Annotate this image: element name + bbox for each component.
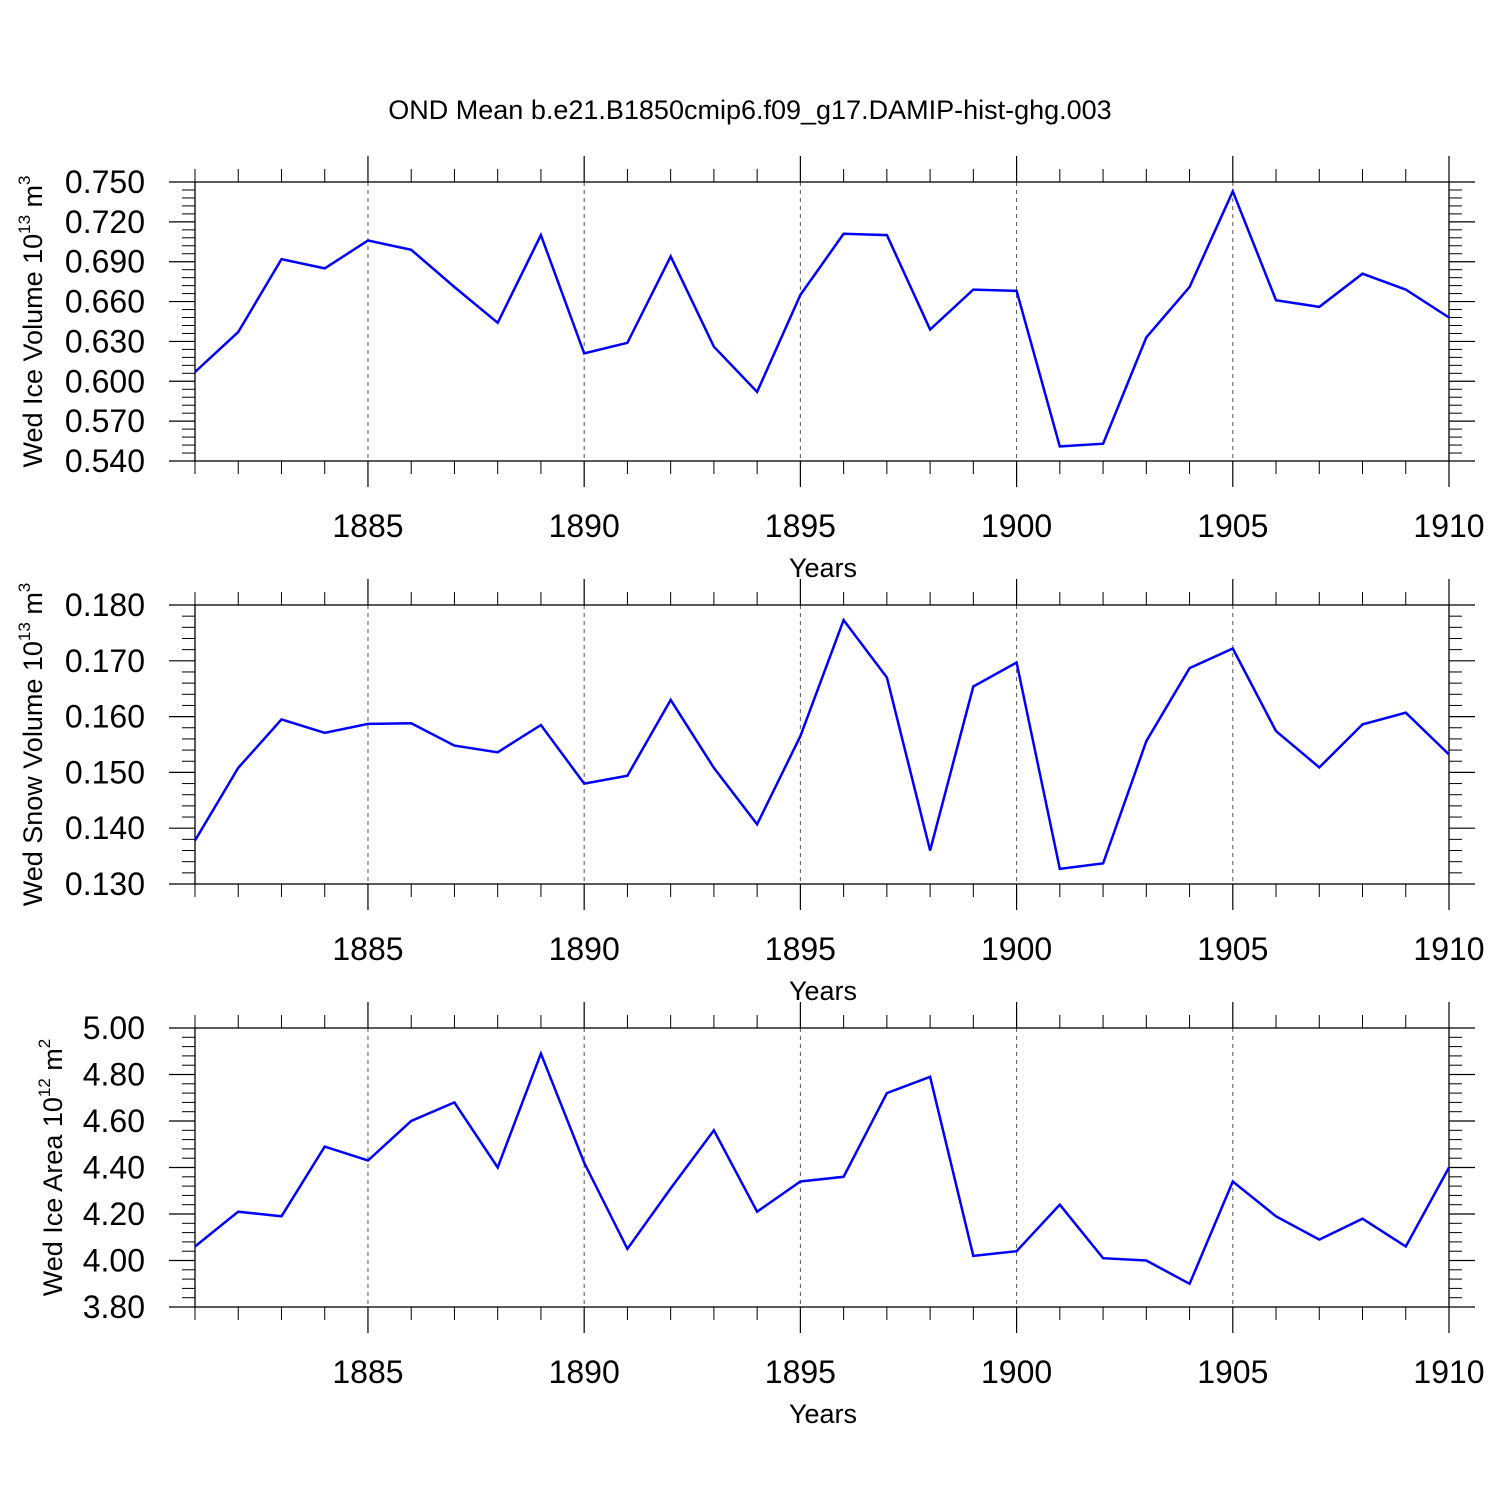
y-tick-label: 0.660 <box>65 284 145 320</box>
y-tick-label: 5.00 <box>83 1010 145 1046</box>
y-axis-label: Wed Snow Volume 1013 m3 <box>15 583 48 907</box>
x-tick-label: 1895 <box>765 931 836 967</box>
series-line <box>193 617 1450 871</box>
x-tick-label: 1905 <box>1197 931 1268 967</box>
y-tick-label: 3.80 <box>83 1289 145 1325</box>
y-tick-label: 4.80 <box>83 1057 145 1093</box>
y-tick-label: 0.600 <box>65 363 145 399</box>
y-tick-label: 0.180 <box>65 587 145 623</box>
x-tick-label: 1905 <box>1197 1354 1268 1390</box>
x-tick-label: 1910 <box>1413 931 1484 967</box>
series-line <box>194 188 1450 448</box>
x-axis-label: Years <box>789 553 857 583</box>
y-tick-label: 0.750 <box>65 164 145 200</box>
y-tick-label: 0.570 <box>65 403 145 439</box>
chart-panel-2: 0.130 0.140 0.150 0.160 0.170 0.180 1885 1890 18… <box>15 579 1485 1006</box>
y-tick-label: 0.170 <box>65 643 145 679</box>
y-tick-label: 4.20 <box>83 1196 145 1232</box>
x-axis-label: Years <box>789 976 857 1006</box>
y-axis-label: Wed Ice Area 1012 m2 <box>35 1039 68 1297</box>
y-tick-label: 0.150 <box>65 754 145 790</box>
y-tick-label: 0.690 <box>65 244 145 280</box>
x-tick-label: 1905 <box>1197 508 1268 544</box>
plot-frame <box>194 1027 1450 1308</box>
chart-panel-3: 3.80 4.00 4.20 4.40 4.60 4.80 5.00 1885 1890 1895… <box>35 1002 1485 1429</box>
x-tick-label: 1890 <box>549 508 620 544</box>
y-tick-label: 0.160 <box>65 699 145 735</box>
x-tick-label: 1910 <box>1413 508 1484 544</box>
y-tick-label: 4.60 <box>83 1103 145 1139</box>
x-tick-label: 1895 <box>765 508 836 544</box>
x-tick-label: 1900 <box>981 931 1052 967</box>
x-axis-label: Years <box>789 1399 857 1429</box>
y-tick-label: 4.40 <box>83 1150 145 1186</box>
y-axis-label: Wed Ice Volume 1013 m3 <box>15 175 48 467</box>
plot-frame <box>194 181 1450 462</box>
x-tick-label: 1895 <box>765 1354 836 1390</box>
x-tick-label: 1910 <box>1413 1354 1484 1390</box>
x-tick-label: 1885 <box>332 931 403 967</box>
x-tick-label: 1885 <box>332 508 403 544</box>
x-tick-label: 1885 <box>332 1354 403 1390</box>
x-tick-label: 1900 <box>981 1354 1052 1390</box>
y-tick-label: 0.130 <box>65 866 145 902</box>
y-tick-label: 0.720 <box>65 204 145 240</box>
y-tick-label: 0.140 <box>65 810 145 846</box>
series-line <box>194 1050 1451 1286</box>
plot-frame <box>194 604 1450 885</box>
x-tick-label: 1900 <box>981 508 1052 544</box>
y-tick-label: 0.630 <box>65 323 145 359</box>
x-tick-label: 1890 <box>549 1354 620 1390</box>
chart-title: OND Mean b.e21.B1850cmip6.f09_g17.DAMIP-… <box>388 95 1111 125</box>
y-tick-label: 4.00 <box>83 1243 145 1279</box>
y-tick-label: 0.540 <box>65 443 145 479</box>
x-tick-label: 1890 <box>549 931 620 967</box>
